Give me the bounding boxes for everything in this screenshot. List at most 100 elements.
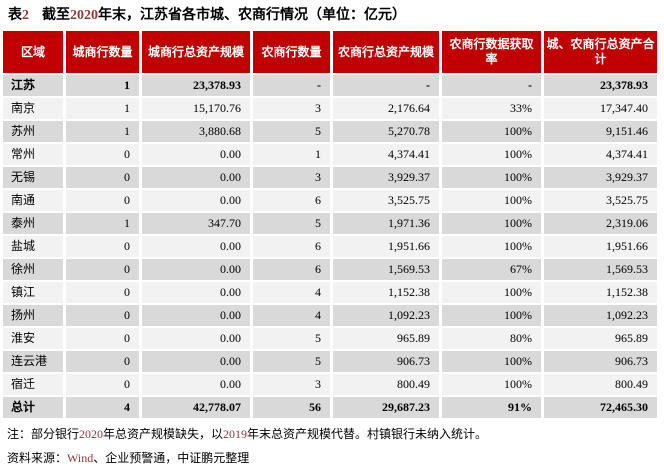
value-cell: 1,152.38 bbox=[544, 282, 657, 303]
value-cell: 906.73 bbox=[544, 351, 657, 372]
value-cell: 3 bbox=[253, 374, 330, 395]
value-cell: 1,951.66 bbox=[333, 236, 439, 257]
value-cell: 29,687.23 bbox=[333, 397, 439, 418]
value-cell: 6 bbox=[253, 190, 330, 211]
value-cell: 100% bbox=[442, 236, 541, 257]
column-header: 城、农商行总资产合计 bbox=[544, 31, 657, 73]
region-cell: 总计 bbox=[3, 397, 63, 418]
value-cell: 0 bbox=[66, 328, 139, 349]
table-row: 无锡 0 0.00 3 3,929.37 100% 3,929.37 bbox=[3, 167, 657, 188]
value-cell: 1,971.36 bbox=[333, 213, 439, 234]
value-cell: 9,151.46 bbox=[544, 121, 657, 142]
table-row: 江苏 1 23,378.93- - -23,378.93 bbox=[3, 75, 657, 96]
region-cell: 常州 bbox=[3, 144, 63, 165]
table-number-label: 表2 bbox=[8, 8, 29, 23]
value-cell: 1 bbox=[253, 144, 330, 165]
footnote-text: 注：部分银行 bbox=[7, 427, 80, 441]
column-header: 城商行总资产规模 bbox=[142, 31, 250, 73]
region-cell: 无锡 bbox=[3, 167, 63, 188]
value-cell: 56 bbox=[253, 397, 330, 418]
table-row: 徐州 0 0.00 6 1,569.53 67% 1,569.53 bbox=[3, 259, 657, 280]
value-cell: 1,152.38 bbox=[333, 282, 439, 303]
footnote-year-2019: 2019 bbox=[223, 427, 248, 441]
value-cell: 800.49 bbox=[544, 374, 657, 395]
value-cell: 67% bbox=[442, 259, 541, 280]
value-cell: - bbox=[442, 75, 541, 96]
column-header: 农商行数据获取率 bbox=[442, 31, 541, 73]
value-cell: 3,525.75 bbox=[544, 190, 657, 211]
value-cell: 4 bbox=[253, 305, 330, 326]
value-cell: 100% bbox=[442, 167, 541, 188]
value-cell: 3,929.37 bbox=[333, 167, 439, 188]
source-label: 资料来源： bbox=[7, 451, 68, 465]
value-cell: 5 bbox=[253, 213, 330, 234]
region-cell: 连云港 bbox=[3, 351, 63, 372]
table-row: 宿迁 0 0.00 3 800.49 100% 800.49 bbox=[3, 374, 657, 395]
value-cell: 0.00 bbox=[142, 167, 250, 188]
table-row: 常州 0 0.00 1 4,374.41 100% 4,374.41 bbox=[3, 144, 657, 165]
value-cell: 1,092.23 bbox=[544, 305, 657, 326]
column-header: 农商行总资产规模 bbox=[333, 31, 439, 73]
value-cell: 100% bbox=[442, 282, 541, 303]
title-year: 2020 bbox=[70, 8, 98, 23]
table-row: 苏州 1 3,880.68 5 5,270.78 100% 9,151.46 bbox=[3, 121, 657, 142]
value-cell: 347.70 bbox=[142, 213, 250, 234]
value-cell: 0.00 bbox=[142, 328, 250, 349]
region-cell: 南京 bbox=[3, 98, 63, 119]
region-cell: 镇江 bbox=[3, 282, 63, 303]
value-cell: 0 bbox=[66, 374, 139, 395]
value-cell: 2,319.06 bbox=[544, 213, 657, 234]
footnote-year-2020: 2020 bbox=[79, 427, 104, 441]
region-cell: 南通 bbox=[3, 190, 63, 211]
value-cell: 3 bbox=[253, 98, 330, 119]
value-cell: 3,880.68 bbox=[142, 121, 250, 142]
value-cell: 4 bbox=[253, 282, 330, 303]
value-cell: 0.00 bbox=[142, 374, 250, 395]
value-cell: 1,569.53 bbox=[333, 259, 439, 280]
value-cell: 0.00 bbox=[142, 144, 250, 165]
value-cell: 100% bbox=[442, 374, 541, 395]
table-row: 南通 0 0.00 6 3,525.75 100% 3,525.75 bbox=[3, 190, 657, 211]
value-cell: 100% bbox=[442, 121, 541, 142]
value-cell: - bbox=[333, 75, 439, 96]
value-cell: 3,525.75 bbox=[333, 190, 439, 211]
table-body: 江苏 1 23,378.93- - -23,378.93 南京 1 15,170.76 3 2,1… bbox=[3, 75, 657, 418]
table-row: 泰州 1 347.70 5 1,971.36 100% 2,319.06 bbox=[3, 213, 657, 234]
value-cell: 5 bbox=[253, 351, 330, 372]
data-table: 区域 城商行数量 城商行总资产规模 农商行数量 农商行总资产规模 农商行数据获取率 城、农商… bbox=[0, 29, 660, 420]
value-cell: 1 bbox=[66, 98, 139, 119]
table-row: 南京 1 15,170.76 3 2,176.64 33% 17,347.40 bbox=[3, 98, 657, 119]
value-cell: 42,778.07 bbox=[142, 397, 250, 418]
value-cell: 1 bbox=[66, 213, 139, 234]
value-cell: 4,374.41 bbox=[544, 144, 657, 165]
table-label-number: 2 bbox=[22, 8, 29, 23]
source-line: 资料来源：Wind、企业预警通，中证鹏元整理 bbox=[2, 451, 662, 466]
title-text-prefix: 截至 bbox=[42, 8, 70, 23]
value-cell: 23,378.93 bbox=[544, 75, 657, 96]
value-cell: 0.00 bbox=[142, 259, 250, 280]
value-cell: - bbox=[253, 75, 330, 96]
value-cell: 0.00 bbox=[142, 351, 250, 372]
value-cell: 965.89 bbox=[544, 328, 657, 349]
source-wind: Wind bbox=[67, 451, 94, 465]
value-cell: 4,374.41 bbox=[333, 144, 439, 165]
value-cell: 33% bbox=[442, 98, 541, 119]
value-cell: 72,465.30 bbox=[544, 397, 657, 418]
region-cell: 淮安 bbox=[3, 328, 63, 349]
value-cell: 800.49 bbox=[333, 374, 439, 395]
header-row: 区域 城商行数量 城商行总资产规模 农商行数量 农商行总资产规模 农商行数据获取率 城、农商… bbox=[3, 31, 657, 73]
value-cell: 91% bbox=[442, 397, 541, 418]
footnote-text-end: 年末总资产规模代替。村镇银行未纳入统计。 bbox=[247, 427, 488, 441]
value-cell: 0.00 bbox=[142, 282, 250, 303]
value-cell: 5 bbox=[253, 121, 330, 142]
region-cell: 泰州 bbox=[3, 213, 63, 234]
footnote: 注：部分银行2020年总资产规模缺失，以2019年末总资产规模代替。村镇银行未纳… bbox=[2, 427, 662, 442]
value-cell: 3 bbox=[253, 167, 330, 188]
value-cell: 0 bbox=[66, 190, 139, 211]
value-cell: 5,270.78 bbox=[333, 121, 439, 142]
value-cell: 0 bbox=[66, 351, 139, 372]
region-cell: 盐城 bbox=[3, 236, 63, 257]
value-cell: 0 bbox=[66, 236, 139, 257]
value-cell: 100% bbox=[442, 213, 541, 234]
